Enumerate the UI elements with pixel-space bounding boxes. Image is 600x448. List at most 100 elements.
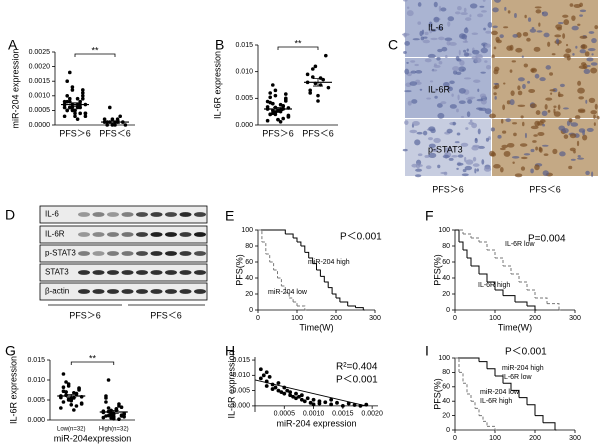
cell [474,138,478,144]
y-tick-label: 40 [442,398,450,405]
km-step [336,297,341,302]
blot-band [92,232,105,237]
cell [467,96,476,99]
km-step [495,289,504,296]
dot [74,404,79,408]
cell [520,166,526,171]
point [291,394,295,399]
x-tick-label: 100 [489,435,501,442]
cell [586,64,591,68]
cell [446,128,453,134]
y-axis-label: PFS(%) [432,254,442,286]
series-label: IL-6R high [478,282,510,289]
y-tick-label: 0.000 [235,122,253,129]
y-tick-label: 80 [442,243,450,250]
cell [553,105,557,108]
km-step [535,297,548,304]
cell [535,110,541,116]
cell [438,5,442,12]
dot [316,99,320,103]
x-tick-label: 100 [489,315,501,322]
cell [541,11,549,17]
cell [541,144,549,147]
cell [451,154,458,158]
cell [404,40,410,46]
cell [479,5,485,8]
cell [512,122,518,125]
cell [556,26,562,31]
dot [284,92,288,96]
cell [493,82,499,85]
cell [559,151,566,157]
x-tick-label: 300 [569,315,581,322]
y-tick-label: 0.000 [27,417,45,424]
km-step [511,273,520,282]
cell [562,14,569,18]
km-step [355,307,364,310]
dot [286,114,291,119]
km-step [459,371,464,384]
blot-band [78,270,90,275]
blot-band [179,232,192,237]
cell [452,70,458,75]
cell [510,90,515,96]
cell [463,49,467,53]
cell [454,11,461,15]
panel-letter: H [225,343,235,359]
cell [474,168,477,174]
cell [483,27,486,31]
cell [539,77,546,82]
cell [591,53,594,56]
y-tick-label: 100 [438,355,450,362]
point [299,393,304,398]
km-step [304,251,310,258]
blot-label: β-actin [45,287,69,296]
dot [106,406,111,410]
y-tick-label: 0.0015 [29,78,51,85]
dot [83,114,88,119]
cell [494,0,502,3]
cell [410,60,416,63]
cell [434,88,438,93]
cell [594,103,598,110]
dot [271,83,275,87]
y-tick-label: 20 [442,291,450,298]
cell [422,130,428,136]
km-step [527,305,536,310]
cell [409,81,418,86]
point [329,397,334,402]
dot [65,79,69,83]
x-tick-label: 100 [291,315,303,322]
cell [471,122,478,129]
dot [308,88,313,93]
blot-band [107,251,119,256]
km-step [543,422,556,430]
x-tick-label: PFS＞6 [59,128,91,138]
cell [458,88,466,94]
cell [492,25,498,29]
cell [557,104,561,110]
cell [534,6,542,9]
km-step [515,301,528,306]
point [264,370,269,375]
cell [485,137,490,142]
km-step [347,305,356,308]
cell [514,173,523,178]
km-step [535,415,544,423]
significance-bracket [277,46,319,50]
cell [414,139,421,146]
point [294,396,298,401]
cell [440,7,447,12]
cell [570,122,579,127]
y-tick-label: 40 [442,275,450,282]
cell [494,95,497,100]
y-tick-label: 0.0005 [29,107,51,114]
cell [545,65,552,70]
dot [273,110,278,114]
cell [452,66,460,72]
point [264,384,269,388]
cell [446,40,451,46]
point [276,388,281,393]
km-step [324,281,329,288]
cell [422,36,428,39]
